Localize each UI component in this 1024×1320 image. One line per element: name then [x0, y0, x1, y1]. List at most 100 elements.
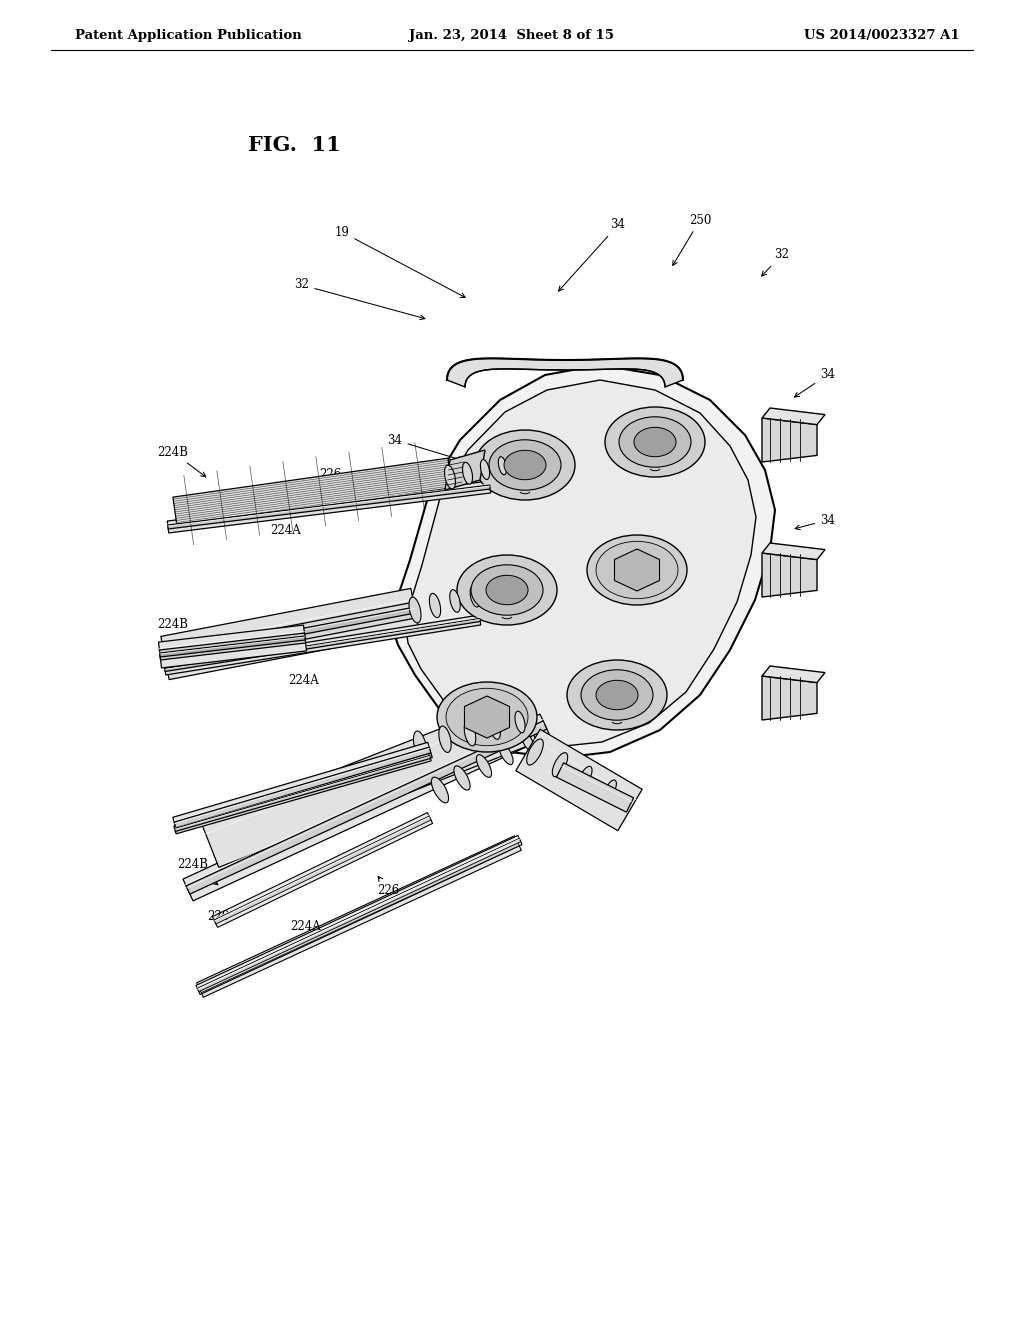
- Ellipse shape: [499, 743, 513, 764]
- Polygon shape: [164, 602, 417, 665]
- Text: 32: 32: [295, 279, 425, 319]
- Ellipse shape: [552, 752, 567, 776]
- Ellipse shape: [587, 535, 687, 605]
- Polygon shape: [445, 450, 485, 490]
- Text: 224B: 224B: [157, 446, 206, 477]
- Ellipse shape: [499, 457, 507, 475]
- Polygon shape: [614, 549, 659, 591]
- Ellipse shape: [567, 660, 667, 730]
- Ellipse shape: [476, 755, 492, 777]
- Polygon shape: [465, 696, 510, 738]
- Text: 226: 226: [312, 491, 341, 510]
- Text: Patent Application Publication: Patent Application Publication: [75, 29, 302, 41]
- Ellipse shape: [489, 717, 501, 739]
- Polygon shape: [762, 676, 817, 719]
- Polygon shape: [197, 836, 521, 998]
- Ellipse shape: [450, 590, 460, 612]
- Text: 226: 226: [377, 876, 399, 896]
- Polygon shape: [174, 747, 431, 828]
- Polygon shape: [516, 730, 642, 830]
- Ellipse shape: [515, 711, 525, 733]
- Ellipse shape: [526, 739, 544, 766]
- Ellipse shape: [471, 565, 543, 615]
- Ellipse shape: [446, 688, 528, 746]
- Ellipse shape: [463, 462, 472, 484]
- Polygon shape: [174, 754, 431, 834]
- Polygon shape: [161, 589, 419, 680]
- Text: FIG.  11: FIG. 11: [248, 135, 341, 154]
- Ellipse shape: [414, 731, 427, 759]
- Ellipse shape: [486, 576, 528, 605]
- Ellipse shape: [480, 459, 489, 479]
- Polygon shape: [202, 698, 537, 867]
- Ellipse shape: [439, 726, 452, 752]
- Polygon shape: [168, 607, 416, 660]
- Polygon shape: [173, 742, 432, 833]
- Polygon shape: [556, 763, 634, 812]
- Ellipse shape: [516, 454, 523, 470]
- Polygon shape: [406, 380, 756, 747]
- Text: US 2014/0023327 A1: US 2014/0023327 A1: [805, 29, 961, 41]
- Text: Jan. 23, 2014  Sheet 8 of 15: Jan. 23, 2014 Sheet 8 of 15: [410, 29, 614, 41]
- Text: 224B: 224B: [177, 858, 218, 884]
- Text: 32: 32: [762, 248, 788, 276]
- Text: 19: 19: [335, 226, 465, 297]
- Ellipse shape: [470, 586, 480, 607]
- Polygon shape: [447, 359, 683, 387]
- Ellipse shape: [464, 721, 476, 746]
- Text: 224A: 224A: [270, 524, 301, 536]
- Polygon shape: [212, 813, 432, 928]
- Ellipse shape: [618, 417, 691, 467]
- Ellipse shape: [490, 582, 500, 602]
- Ellipse shape: [437, 682, 537, 752]
- Polygon shape: [196, 836, 522, 994]
- Polygon shape: [762, 667, 825, 682]
- Text: 220: 220: [202, 513, 224, 527]
- Polygon shape: [762, 418, 817, 462]
- Ellipse shape: [444, 465, 456, 488]
- Ellipse shape: [581, 669, 653, 721]
- Polygon shape: [762, 408, 825, 425]
- Ellipse shape: [578, 767, 592, 788]
- Text: 224B: 224B: [157, 619, 206, 645]
- Polygon shape: [762, 543, 825, 560]
- Ellipse shape: [489, 440, 561, 490]
- Ellipse shape: [521, 733, 535, 752]
- Polygon shape: [164, 615, 481, 675]
- Text: 250: 250: [673, 214, 712, 265]
- Ellipse shape: [454, 766, 470, 791]
- Ellipse shape: [596, 680, 638, 710]
- Polygon shape: [183, 714, 550, 900]
- Polygon shape: [173, 458, 453, 527]
- Polygon shape: [160, 636, 305, 657]
- Text: 34: 34: [387, 433, 463, 462]
- Ellipse shape: [457, 554, 557, 624]
- Ellipse shape: [634, 428, 676, 457]
- Ellipse shape: [429, 594, 440, 618]
- Text: 32: 32: [560, 754, 575, 787]
- Text: 220: 220: [188, 653, 211, 667]
- Text: 220: 220: [207, 911, 229, 924]
- Polygon shape: [168, 484, 490, 529]
- Polygon shape: [160, 634, 305, 660]
- Polygon shape: [198, 838, 521, 991]
- Text: 226: 226: [314, 469, 341, 488]
- Ellipse shape: [409, 597, 421, 623]
- Polygon shape: [214, 816, 431, 924]
- Text: 224A: 224A: [290, 920, 321, 933]
- Polygon shape: [167, 480, 490, 533]
- Text: 34: 34: [796, 513, 835, 529]
- Polygon shape: [199, 841, 519, 993]
- Polygon shape: [186, 721, 547, 894]
- Ellipse shape: [605, 407, 705, 477]
- Ellipse shape: [603, 780, 616, 800]
- Polygon shape: [165, 619, 480, 672]
- Polygon shape: [159, 626, 306, 668]
- Polygon shape: [390, 366, 775, 758]
- Ellipse shape: [596, 541, 678, 599]
- Ellipse shape: [504, 450, 546, 479]
- Polygon shape: [762, 553, 817, 597]
- Text: 34: 34: [795, 368, 835, 397]
- Text: 34: 34: [558, 219, 626, 290]
- Ellipse shape: [475, 430, 575, 500]
